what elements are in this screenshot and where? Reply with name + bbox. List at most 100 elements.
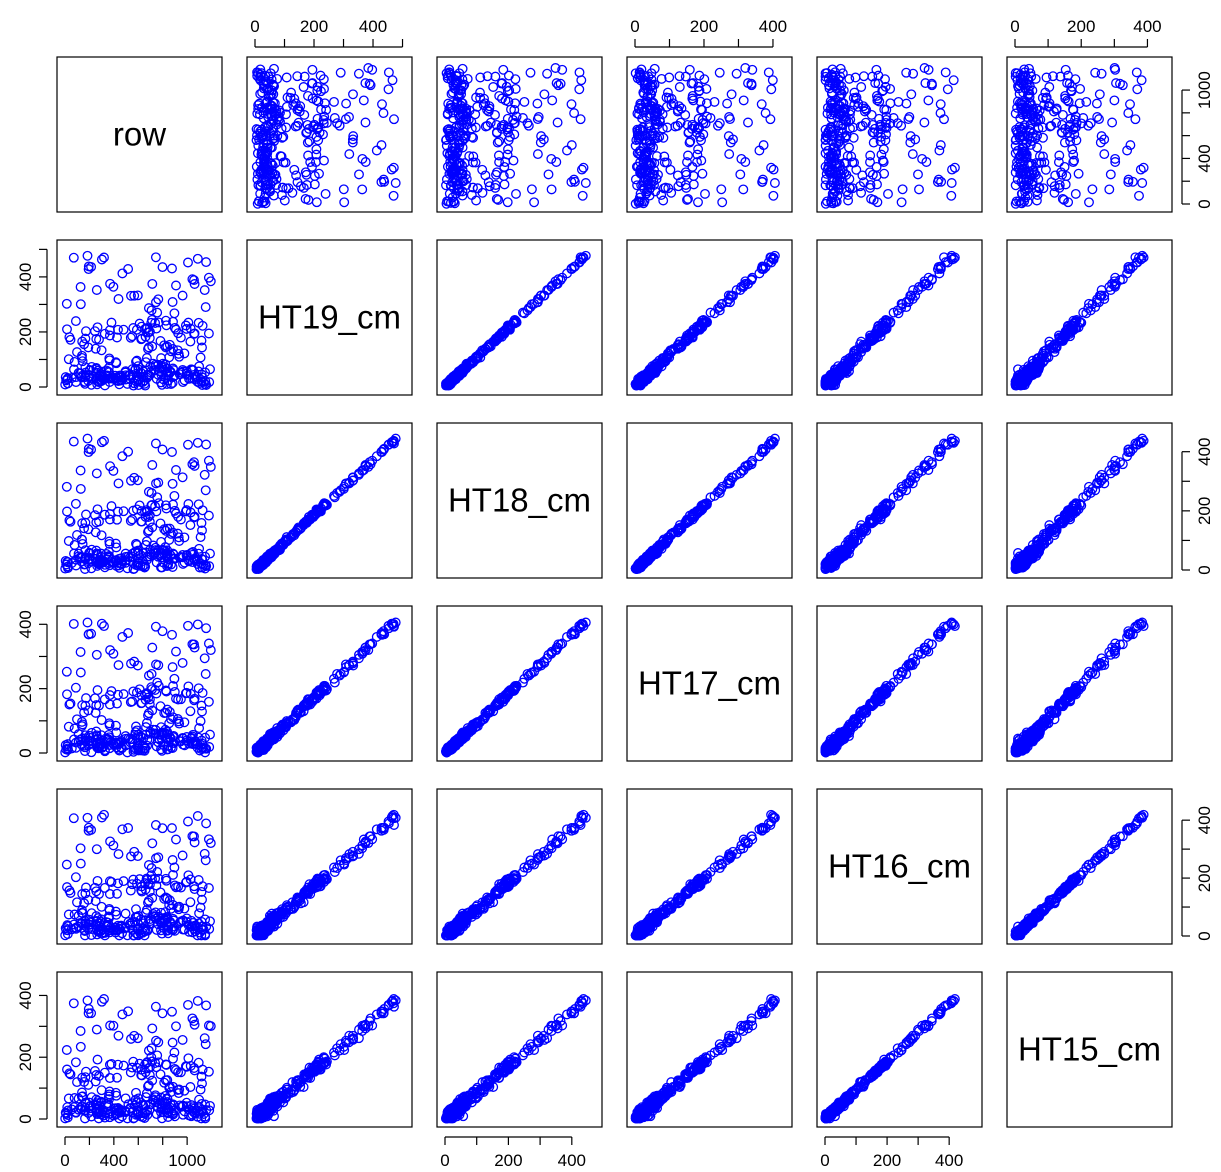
data-point <box>96 345 107 356</box>
data-point <box>655 116 665 127</box>
data-point <box>62 506 72 517</box>
data-point <box>857 120 868 131</box>
data-point <box>724 112 735 122</box>
data-point <box>641 146 652 157</box>
data-point <box>831 149 842 160</box>
data-point <box>1085 118 1096 129</box>
data-point <box>1046 120 1057 131</box>
data-point <box>340 114 351 125</box>
data-point <box>914 184 924 195</box>
data-point <box>298 82 309 92</box>
data-point <box>292 71 303 82</box>
data-point <box>177 472 188 483</box>
data-point <box>517 113 528 123</box>
data-point <box>147 460 158 470</box>
data-point <box>766 162 777 173</box>
data-point <box>639 75 649 86</box>
data-point <box>1123 108 1134 119</box>
data-point <box>1053 157 1064 168</box>
data-point <box>263 83 274 94</box>
data-point <box>329 113 340 123</box>
data-point <box>645 125 656 136</box>
data-point <box>265 186 275 197</box>
data-point <box>61 298 72 309</box>
data-point <box>873 78 884 89</box>
data-point <box>123 264 134 274</box>
data-point <box>578 162 589 173</box>
data-point <box>763 67 774 78</box>
data-point <box>446 145 457 156</box>
data-point <box>552 117 563 128</box>
data-point <box>320 188 331 199</box>
data-point <box>1032 190 1043 200</box>
data-point <box>262 146 273 157</box>
data-point <box>491 169 501 180</box>
data-point <box>292 177 303 188</box>
data-point <box>510 83 521 94</box>
data-point <box>696 135 706 146</box>
data-point <box>183 620 193 631</box>
data-point <box>319 111 330 122</box>
data-point <box>820 180 831 191</box>
data-point <box>681 182 692 193</box>
data-point <box>845 183 855 194</box>
data-point <box>167 447 177 457</box>
data-point <box>171 646 181 657</box>
panel-HT18_cm-vs-HT16_cm <box>816 422 983 579</box>
data-point <box>442 161 453 172</box>
data-point <box>946 178 957 188</box>
panel-frame <box>816 56 983 213</box>
panel-HT19_cm-vs-HT16_cm <box>816 239 983 396</box>
data-point <box>312 113 323 124</box>
data-point <box>883 188 893 199</box>
data-point <box>302 137 313 148</box>
data-point <box>339 197 350 208</box>
data-point <box>635 145 645 156</box>
data-point <box>265 68 276 79</box>
data-point <box>113 294 124 304</box>
data-point <box>577 190 588 201</box>
data-point <box>747 64 758 75</box>
data-point <box>389 114 399 125</box>
data-point <box>257 145 268 156</box>
data-point <box>635 124 646 135</box>
data-point <box>685 136 696 147</box>
data-point <box>697 114 708 125</box>
data-point <box>834 158 845 169</box>
data-point <box>539 89 550 100</box>
data-point <box>177 290 188 301</box>
data-point <box>311 149 322 160</box>
data-point <box>635 69 646 80</box>
data-point <box>682 194 692 205</box>
data-point <box>146 305 157 316</box>
panel-row-vs-HT15_cm <box>1006 56 1173 213</box>
data-point <box>301 180 312 190</box>
data-point <box>636 131 646 142</box>
data-point <box>740 63 751 73</box>
data-point <box>831 169 842 180</box>
data-point <box>448 196 459 207</box>
data-point <box>502 149 513 160</box>
data-point <box>699 74 710 85</box>
data-point <box>113 478 124 489</box>
data-point <box>177 657 188 668</box>
data-point <box>289 164 300 175</box>
data-point <box>99 621 109 632</box>
data-point <box>455 157 465 168</box>
data-point <box>157 262 168 273</box>
data-point <box>82 250 93 261</box>
data-point <box>857 170 868 181</box>
data-point <box>674 101 685 112</box>
data-point <box>444 151 455 161</box>
data-point <box>1134 190 1144 201</box>
panel-frame <box>246 56 413 213</box>
data-point <box>738 184 749 195</box>
data-point <box>475 72 486 83</box>
data-point <box>828 183 839 194</box>
data-point <box>767 75 778 86</box>
data-point <box>880 74 890 85</box>
data-point <box>496 121 507 132</box>
data-point <box>1081 96 1092 107</box>
data-point <box>687 90 698 101</box>
data-point <box>203 510 214 521</box>
